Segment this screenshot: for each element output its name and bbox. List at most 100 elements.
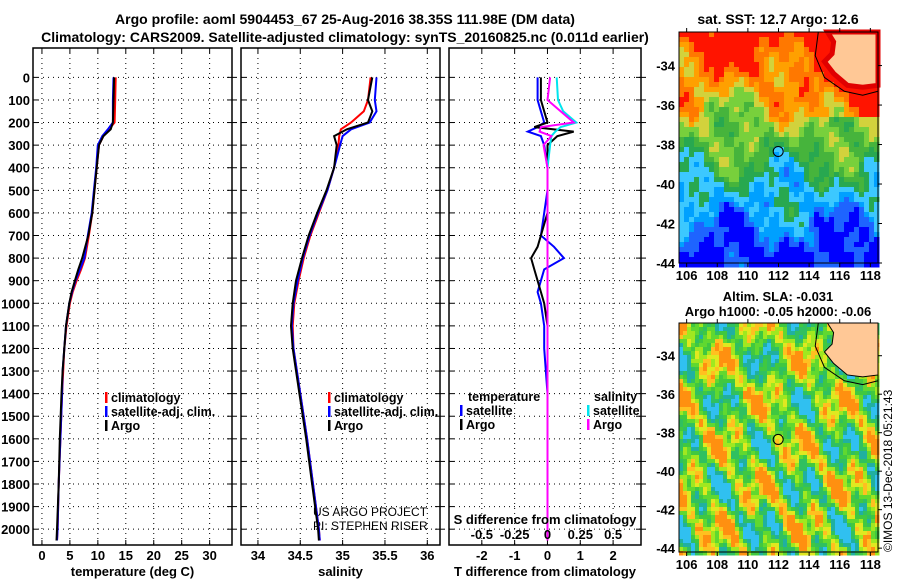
map-cell xyxy=(767,463,772,468)
map-cell xyxy=(743,363,748,368)
map-cell xyxy=(679,535,684,540)
map-cell xyxy=(714,72,720,78)
map-cell xyxy=(751,379,756,384)
map-cell xyxy=(709,32,715,38)
map-cell xyxy=(679,217,685,223)
map-cell xyxy=(727,339,732,344)
map-cell xyxy=(755,471,760,476)
map-cell xyxy=(714,207,720,213)
map-cell xyxy=(811,351,816,356)
map-cell xyxy=(711,367,716,372)
map-cell xyxy=(799,515,804,520)
map-cell xyxy=(767,531,772,536)
map-cell xyxy=(749,167,755,173)
map-cell xyxy=(824,167,830,173)
map-cell xyxy=(691,391,696,396)
map-cell xyxy=(739,535,744,540)
map-cell xyxy=(759,197,765,203)
map-cell xyxy=(804,182,810,188)
map-cell xyxy=(759,443,764,448)
map-cell xyxy=(779,167,785,173)
map-cell xyxy=(715,419,720,424)
map-cell xyxy=(699,117,705,123)
map-cell xyxy=(789,167,795,173)
map-cell xyxy=(684,257,690,263)
map-cell xyxy=(729,142,735,148)
map-cell xyxy=(759,507,764,512)
map-cell xyxy=(839,142,845,148)
map-cell xyxy=(759,511,764,516)
map-cell xyxy=(789,87,795,93)
map-cell xyxy=(789,112,795,118)
map-cell xyxy=(835,551,840,556)
map-cell xyxy=(763,379,768,384)
map-cell xyxy=(711,371,716,376)
map-cell xyxy=(729,112,735,118)
map-cell xyxy=(787,511,792,516)
map-cell xyxy=(719,395,724,400)
map-cell xyxy=(743,527,748,532)
map-cell xyxy=(787,395,792,400)
map-cell xyxy=(735,347,740,352)
map-cell xyxy=(694,157,700,163)
map-cell xyxy=(775,399,780,404)
map-cell xyxy=(767,431,772,436)
map-cell xyxy=(827,423,832,428)
map-cell xyxy=(859,232,865,238)
map-cell xyxy=(719,247,725,253)
map-cell xyxy=(727,347,732,352)
map-cell xyxy=(795,503,800,508)
map-cell xyxy=(794,212,800,218)
map-cell xyxy=(844,247,850,253)
map-cell xyxy=(714,182,720,188)
map-cell xyxy=(707,375,712,380)
map-cell xyxy=(679,47,685,53)
map-cell xyxy=(809,122,815,128)
map-cell xyxy=(719,367,724,372)
map-cell xyxy=(783,455,788,460)
map-cell xyxy=(739,475,744,480)
map-cell xyxy=(814,182,820,188)
map-cell xyxy=(834,147,840,153)
map-cell xyxy=(754,157,760,163)
map-cell xyxy=(723,543,728,548)
map-cell xyxy=(815,463,820,468)
map-cell xyxy=(735,483,740,488)
map-cell xyxy=(767,551,772,556)
map-cell xyxy=(803,467,808,472)
map-cell xyxy=(859,117,865,123)
map-cell xyxy=(774,122,780,128)
map-cell xyxy=(743,351,748,356)
map-cell xyxy=(789,137,795,143)
map-cell xyxy=(735,411,740,416)
map-cell xyxy=(763,543,768,548)
map-cell xyxy=(854,212,860,218)
map-cell xyxy=(784,237,790,243)
map-cell xyxy=(803,383,808,388)
map-cell xyxy=(715,403,720,408)
map-cell xyxy=(844,112,850,118)
map-cell xyxy=(854,107,860,113)
map-cell xyxy=(834,117,840,123)
map-cell xyxy=(739,387,744,392)
map-cell xyxy=(743,443,748,448)
map-cell xyxy=(775,331,780,336)
map-cell xyxy=(851,435,856,440)
map-cell xyxy=(764,202,770,208)
map-cell xyxy=(739,207,745,213)
map-cell xyxy=(843,491,848,496)
map-cell xyxy=(787,423,792,428)
lon-tick-label: 114 xyxy=(799,268,821,283)
map-cell xyxy=(735,499,740,504)
map-cell xyxy=(803,447,808,452)
map-cell xyxy=(739,257,745,263)
map-cell xyxy=(739,479,744,484)
map-cell xyxy=(771,467,776,472)
map-cell xyxy=(754,137,760,143)
map-cell xyxy=(819,132,825,138)
map-cell xyxy=(744,227,750,233)
map-cell xyxy=(835,507,840,512)
map-cell xyxy=(694,32,700,38)
map-cell xyxy=(684,132,690,138)
map-cell xyxy=(834,227,840,233)
